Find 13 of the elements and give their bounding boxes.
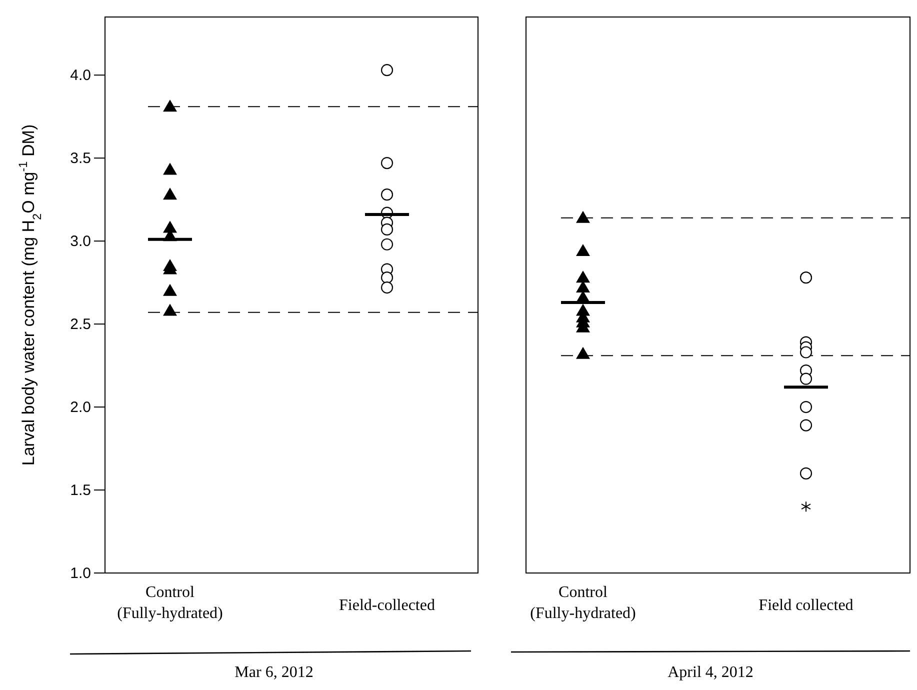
x-axis-title: April 4, 2012 <box>668 664 754 681</box>
x-axis-title: Mar 6, 2012 <box>234 664 314 681</box>
y-tick-label: 3.0 <box>70 232 91 250</box>
y-tick-label: 1.5 <box>70 482 91 499</box>
x-tick-label: Control (Fully-hydrated) <box>117 584 223 622</box>
x-tick-label: Control (Fully-hydrated) <box>530 584 636 622</box>
x-tick-label: Field-collected <box>339 597 435 614</box>
y-tick-label: 1.0 <box>70 564 91 582</box>
y-tick-label: 2.5 <box>70 316 91 333</box>
y-tick-label: 2.0 <box>70 398 91 416</box>
y-tick-label: 3.5 <box>70 150 91 167</box>
x-tick-label: Field collected <box>758 597 854 614</box>
y-tick-label: 4.0 <box>70 66 91 84</box>
